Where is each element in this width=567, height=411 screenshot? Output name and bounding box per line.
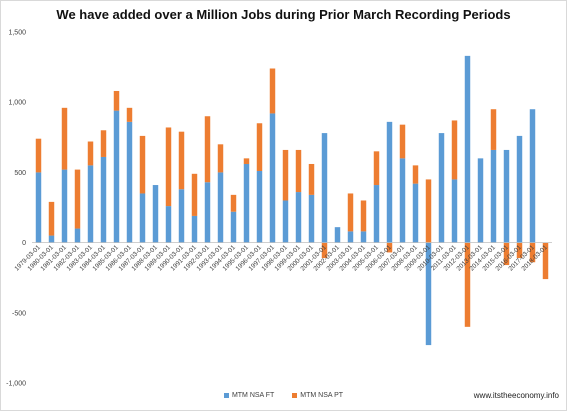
- chart-title: We have added over a Million Jobs during…: [56, 7, 511, 22]
- bar-pt-1985-03-01: [113, 90, 120, 111]
- bar-pt-1979-03-01: [35, 138, 42, 173]
- bar-pt-2012-03-01: [464, 242, 471, 327]
- bar-ft-1988-03-01: [152, 185, 159, 243]
- legend-item-ft: MTM NSA FT: [223, 392, 275, 399]
- bar-pt-1996-03-01: [256, 123, 263, 171]
- bar-pt-2009-03-01: [425, 179, 432, 243]
- legend-label-ft: MTM NSA FT: [231, 392, 275, 399]
- legend: MTM NSA FT MTM NSA PT: [0, 392, 567, 399]
- bar-pt-2008-03-01: [412, 165, 419, 184]
- bar-pt-1992-03-01: [204, 116, 211, 183]
- bar-pt-2005-03-01: [373, 151, 380, 186]
- bar-ft-1989-03-01: [165, 206, 172, 243]
- y-tick-label: 1,500: [8, 30, 26, 37]
- bar-ft-2008-03-01: [412, 183, 419, 243]
- bar-ft-1991-03-01: [191, 215, 198, 243]
- legend-swatch-ft: [223, 392, 229, 398]
- bar-ft-1992-03-01: [204, 182, 211, 243]
- bar-ft-2016-03-01: [516, 135, 523, 243]
- bar-ft-1985-03-01: [113, 110, 120, 243]
- bar-ft-2000-03-01: [308, 194, 315, 243]
- bar-ft-1980-03-01: [48, 235, 55, 243]
- bar-ft-1993-03-01: [217, 172, 224, 243]
- bar-ft-1981-03-01: [61, 169, 68, 243]
- bar-ft-1982-03-01: [74, 228, 81, 243]
- bar-ft-2015-03-01: [503, 149, 510, 243]
- legend-item-pt: MTM NSA PT: [292, 392, 343, 399]
- bar-ft-2011-03-01: [451, 179, 458, 243]
- source-watermark: www.itstheeconomy.info: [473, 391, 559, 400]
- bar-ft-1990-03-01: [178, 189, 185, 243]
- bar-pt-2014-03-01: [490, 109, 497, 150]
- legend-label-pt: MTM NSA PT: [300, 392, 344, 399]
- y-tick-label: 1,000: [8, 100, 26, 107]
- bar-ft-1986-03-01: [126, 121, 133, 243]
- legend-swatch-pt: [292, 392, 298, 398]
- bar-ft-2002-03-01: [334, 227, 341, 243]
- bar-pt-1987-03-01: [139, 135, 146, 194]
- bar-pt-1998-03-01: [282, 149, 289, 201]
- bar-pt-1993-03-01: [217, 144, 224, 173]
- bar-ft-2009-03-01: [425, 242, 432, 346]
- bar-pt-1982-03-01: [74, 169, 81, 229]
- bar-ft-2006-03-01: [386, 121, 393, 243]
- bar-ft-2017-03-01: [529, 109, 536, 243]
- bar-pt-1986-03-01: [126, 107, 133, 122]
- bar-pt-2015-03-01: [503, 242, 510, 266]
- bar-pt-1991-03-01: [191, 173, 198, 216]
- bar-pt-2000-03-01: [308, 163, 315, 195]
- bar-pt-1995-03-01: [243, 158, 250, 164]
- bars: [35, 55, 549, 346]
- bar-pt-2006-03-01: [386, 242, 393, 253]
- y-tick-label: -1,000: [6, 381, 26, 388]
- bar-pt-2003-03-01: [347, 193, 354, 232]
- bar-ft-2005-03-01: [373, 185, 380, 243]
- bar-pt-2016-03-01: [516, 242, 523, 259]
- y-axis: -1,000 -500 0 500 1,000 1,500: [6, 30, 26, 388]
- x-axis: 1979-03-011980-03-011981-03-011982-03-01…: [13, 242, 552, 273]
- bar-ft-2013-03-01: [477, 158, 484, 243]
- bar-ft-1983-03-01: [87, 165, 94, 243]
- bar-ft-2001-03-01: [321, 133, 328, 243]
- bar-pt-1999-03-01: [295, 149, 302, 193]
- bar-ft-2014-03-01: [490, 149, 497, 243]
- bar-ft-1984-03-01: [100, 156, 107, 243]
- y-tick-label: 0: [22, 240, 26, 247]
- bar-ft-1994-03-01: [230, 211, 237, 243]
- bar-pt-1997-03-01: [269, 68, 276, 114]
- bar-ft-2004-03-01: [360, 231, 367, 243]
- bar-pt-1994-03-01: [230, 194, 237, 212]
- bar-pt-2017-03-01: [529, 242, 536, 263]
- bar-pt-2004-03-01: [360, 200, 367, 232]
- bar-ft-1979-03-01: [35, 172, 42, 243]
- bar-ft-1999-03-01: [295, 192, 302, 243]
- bar-pt-2001-03-01: [321, 242, 328, 259]
- bar-pt-1983-03-01: [87, 141, 94, 166]
- bar-ft-2007-03-01: [399, 158, 406, 243]
- bar-pt-1981-03-01: [61, 107, 68, 170]
- bar-pt-1990-03-01: [178, 131, 185, 190]
- bar-pt-2007-03-01: [399, 124, 406, 159]
- y-tick-label: 500: [14, 170, 26, 177]
- bar-ft-2010-03-01: [438, 133, 445, 243]
- bar-ft-1996-03-01: [256, 171, 263, 243]
- bar-ft-1997-03-01: [269, 113, 276, 243]
- bar-pt-2011-03-01: [451, 120, 458, 180]
- bar-pt-1984-03-01: [100, 130, 107, 157]
- bar-pt-2018-03-01: [542, 242, 549, 280]
- y-tick-label: -500: [12, 310, 26, 317]
- bar-ft-2012-03-01: [464, 55, 471, 243]
- bar-ft-2003-03-01: [347, 231, 354, 243]
- bar-ft-1998-03-01: [282, 200, 289, 243]
- bar-ft-1995-03-01: [243, 163, 250, 243]
- bar-ft-1987-03-01: [139, 193, 146, 243]
- bar-pt-1980-03-01: [48, 201, 55, 236]
- bar-pt-1989-03-01: [165, 127, 172, 207]
